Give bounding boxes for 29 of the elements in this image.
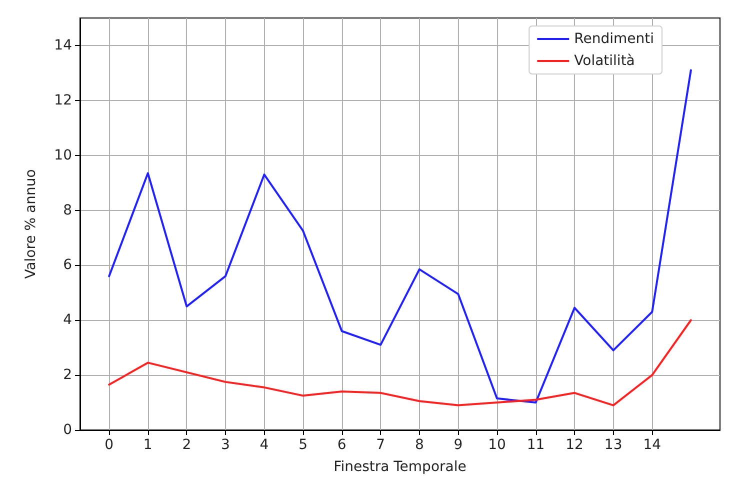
x-tick-label: 10 bbox=[488, 437, 506, 453]
x-tick-label: 14 bbox=[643, 437, 662, 453]
y-axis-title: Valore % annuo bbox=[23, 169, 39, 279]
y-tick-label: 12 bbox=[54, 92, 72, 108]
y-tick-label: 10 bbox=[54, 147, 72, 164]
legend-label: Volatilità bbox=[574, 53, 635, 69]
y-tick-label: 2 bbox=[63, 367, 72, 384]
x-tick-label: 8 bbox=[414, 437, 424, 453]
y-tick-label: 4 bbox=[63, 312, 72, 328]
x-tick-label: 1 bbox=[143, 437, 152, 453]
y-tick-label: 6 bbox=[63, 257, 72, 274]
x-tick-label: 6 bbox=[337, 437, 346, 453]
y-tick-label: 14 bbox=[54, 37, 72, 54]
x-tick-label: 3 bbox=[220, 437, 230, 453]
x-tick-label: 12 bbox=[566, 437, 584, 453]
x-tick-label: 7 bbox=[376, 437, 386, 453]
line-series bbox=[108, 319, 692, 406]
line-series bbox=[108, 69, 692, 404]
x-tick-label: 5 bbox=[298, 437, 308, 453]
legend-label: Rendimenti bbox=[574, 31, 654, 47]
x-tick-label: 0 bbox=[104, 437, 114, 453]
x-tick-label: 9 bbox=[454, 437, 463, 453]
x-tick-label: 2 bbox=[182, 437, 192, 453]
x-axis-title: Finestra Temporale bbox=[334, 459, 466, 475]
y-tick-label: 8 bbox=[63, 202, 72, 218]
x-tick-label: 13 bbox=[604, 437, 622, 453]
x-tick-label: 4 bbox=[260, 437, 269, 453]
x-tick-label: 11 bbox=[526, 437, 545, 453]
y-tick-label: 0 bbox=[63, 422, 72, 438]
